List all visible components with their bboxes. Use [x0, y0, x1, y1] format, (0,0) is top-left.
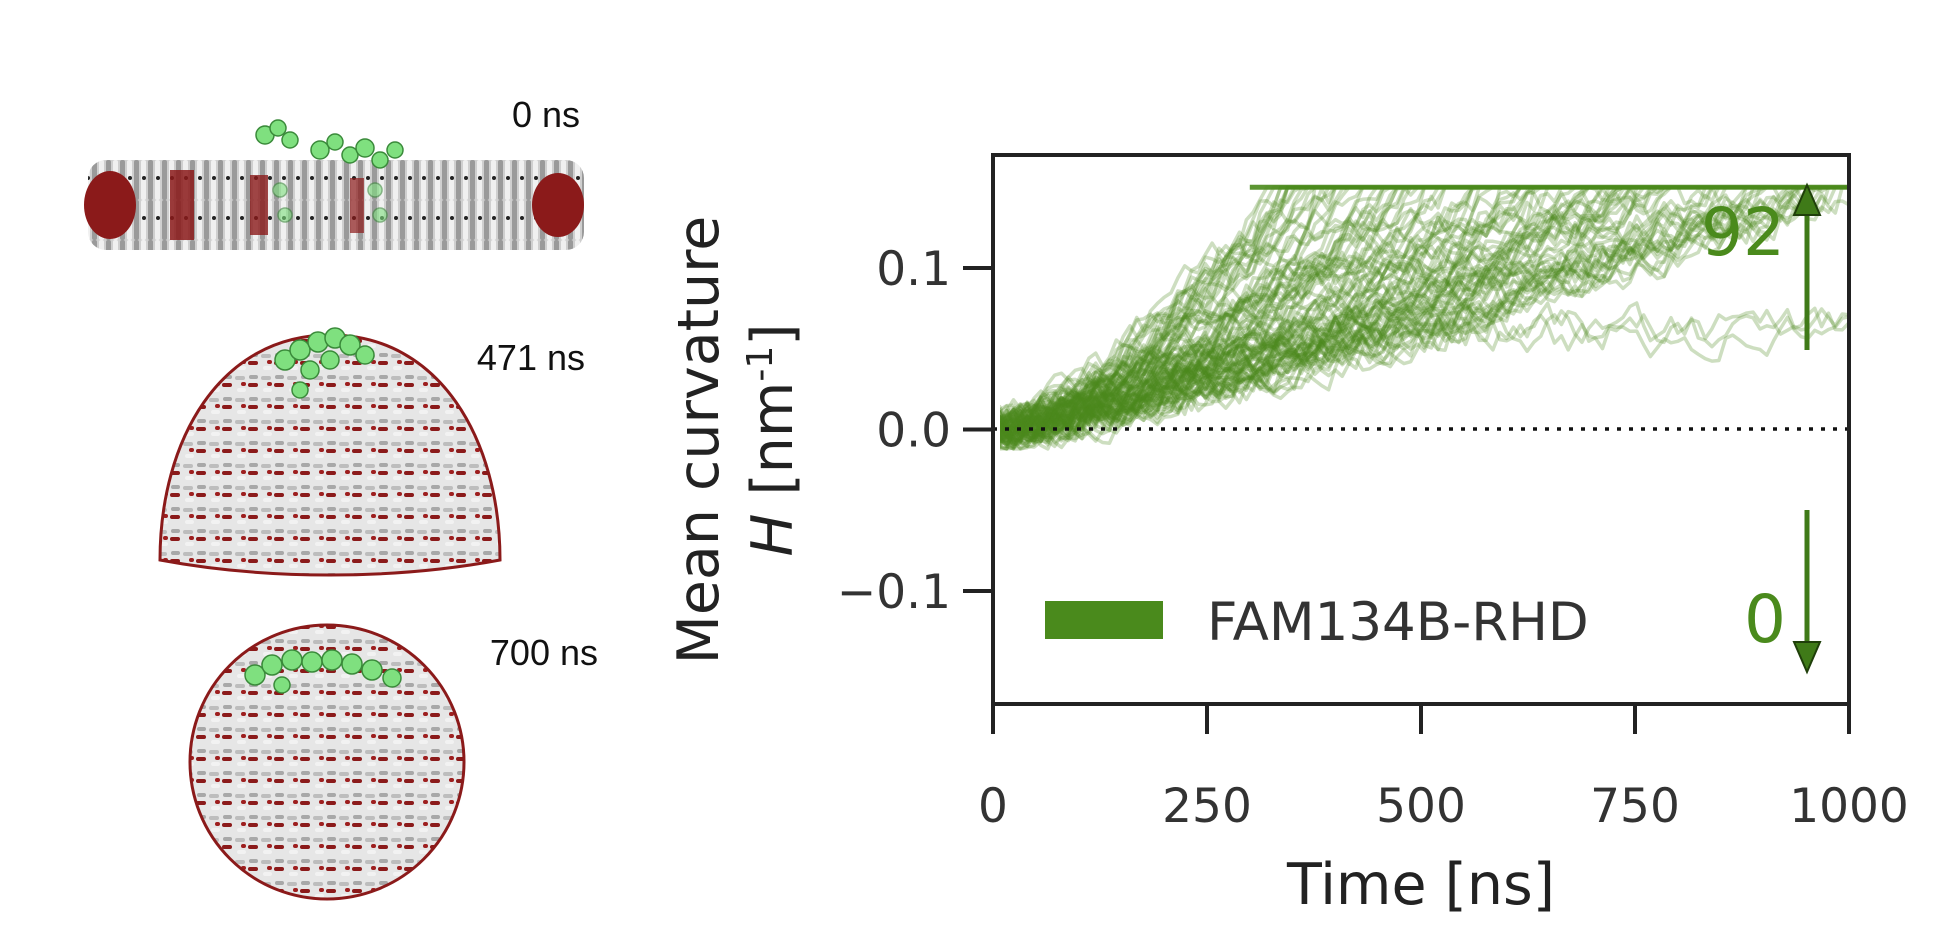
trajectory-line: [1000, 185, 1849, 451]
curvature-symbol: H: [740, 514, 806, 557]
legend: FAM134B-RHD: [1045, 592, 1589, 653]
trajectory-line: [1000, 306, 1851, 435]
y-axis: 0.1 0.0 −0.1: [837, 242, 993, 620]
snapshot-panel: 0 ns 471 ns 700 ns: [84, 94, 598, 901]
protein-cluster: [244, 649, 402, 694]
trajectory-layer: [1000, 184, 1851, 451]
y-axis-label-line2: H [nm-1]: [740, 323, 806, 556]
x-tick-label: 500: [1376, 779, 1466, 834]
snapshot-time-label: 700 ns: [490, 632, 598, 673]
count-down-arrowhead: [1792, 641, 1822, 675]
snapshot-471ns: 471 ns: [158, 327, 585, 577]
x-axis-label: Time [ns]: [1286, 852, 1555, 918]
bilayer-edge-right: [532, 173, 584, 237]
x-tick-label: 1000: [1789, 779, 1909, 834]
dome-membrane: [158, 333, 502, 577]
snapshot-0ns: 0 ns: [84, 94, 584, 250]
trajectory-line: [1000, 185, 1849, 433]
bilayer-edge-left: [84, 171, 136, 239]
y-tick-label: −0.1: [837, 565, 951, 620]
bilayer-dark-patch: [250, 175, 268, 235]
trajectory-line: [1000, 185, 1849, 435]
trajectory-line: [1000, 185, 1849, 437]
bilayer-dark-patch: [170, 170, 194, 240]
count-annotations: 92 0: [1701, 182, 1822, 675]
trajectory-line: [1000, 185, 1849, 443]
unit-close: ]: [740, 323, 806, 345]
trajectory-line: [1000, 185, 1849, 451]
snapshot-time-label: 0 ns: [512, 94, 580, 135]
trajectory-line: [1000, 199, 1850, 444]
snapshot-700ns: 700 ns: [188, 623, 598, 901]
trajectory-line: [1000, 185, 1849, 449]
unit-base: [nm: [740, 382, 806, 514]
legend-label: FAM134B-RHD: [1207, 592, 1589, 653]
curvature-chart: 0 250 500 750 1000 0.1 0.0 −0.1 Time [ns] Mean…: [666, 153, 1909, 918]
trajectory-line: [1000, 301, 1850, 437]
protein-cluster: [255, 119, 404, 223]
legend-swatch: [1045, 601, 1163, 639]
vesicle-membrane: [188, 623, 466, 901]
trajectory-line: [1000, 185, 1849, 443]
trajectory-line: [1000, 185, 1849, 451]
trajectory-line: [1000, 185, 1849, 447]
trajectory-line: [1000, 185, 1849, 442]
count-up-label: 92: [1701, 194, 1785, 271]
y-tick-label: 0.0: [876, 404, 951, 459]
x-tick-label: 750: [1590, 779, 1680, 834]
protein-cluster: [274, 327, 375, 399]
trajectory-line: [1000, 185, 1849, 433]
y-tick-label: 0.1: [876, 242, 951, 297]
trajectory-line: [1000, 185, 1849, 425]
trajectory-line: [1000, 185, 1849, 447]
x-axis: 0 250 500 750 1000: [978, 704, 1909, 834]
count-up-arrowhead: [1792, 182, 1822, 216]
unit-exponent: -1: [740, 346, 781, 382]
trajectory-line: [1000, 185, 1849, 451]
y-axis-label: Mean curvature H [nm-1]: [666, 216, 806, 665]
x-tick-label: 250: [1162, 779, 1252, 834]
trajectory-line: [1000, 185, 1849, 433]
snapshot-time-label: 471 ns: [477, 337, 585, 378]
y-axis-label-line1: Mean curvature: [666, 216, 732, 665]
count-down-label: 0: [1744, 581, 1786, 658]
bilayer-dark-patch: [350, 178, 364, 233]
trajectory-line: [1000, 185, 1849, 443]
trajectory-line: [1000, 301, 1850, 446]
trajectory-line: [1000, 185, 1849, 443]
x-tick-label: 0: [978, 779, 1008, 834]
bilayer-membrane: [88, 160, 584, 250]
trajectory-line: [1000, 185, 1849, 438]
